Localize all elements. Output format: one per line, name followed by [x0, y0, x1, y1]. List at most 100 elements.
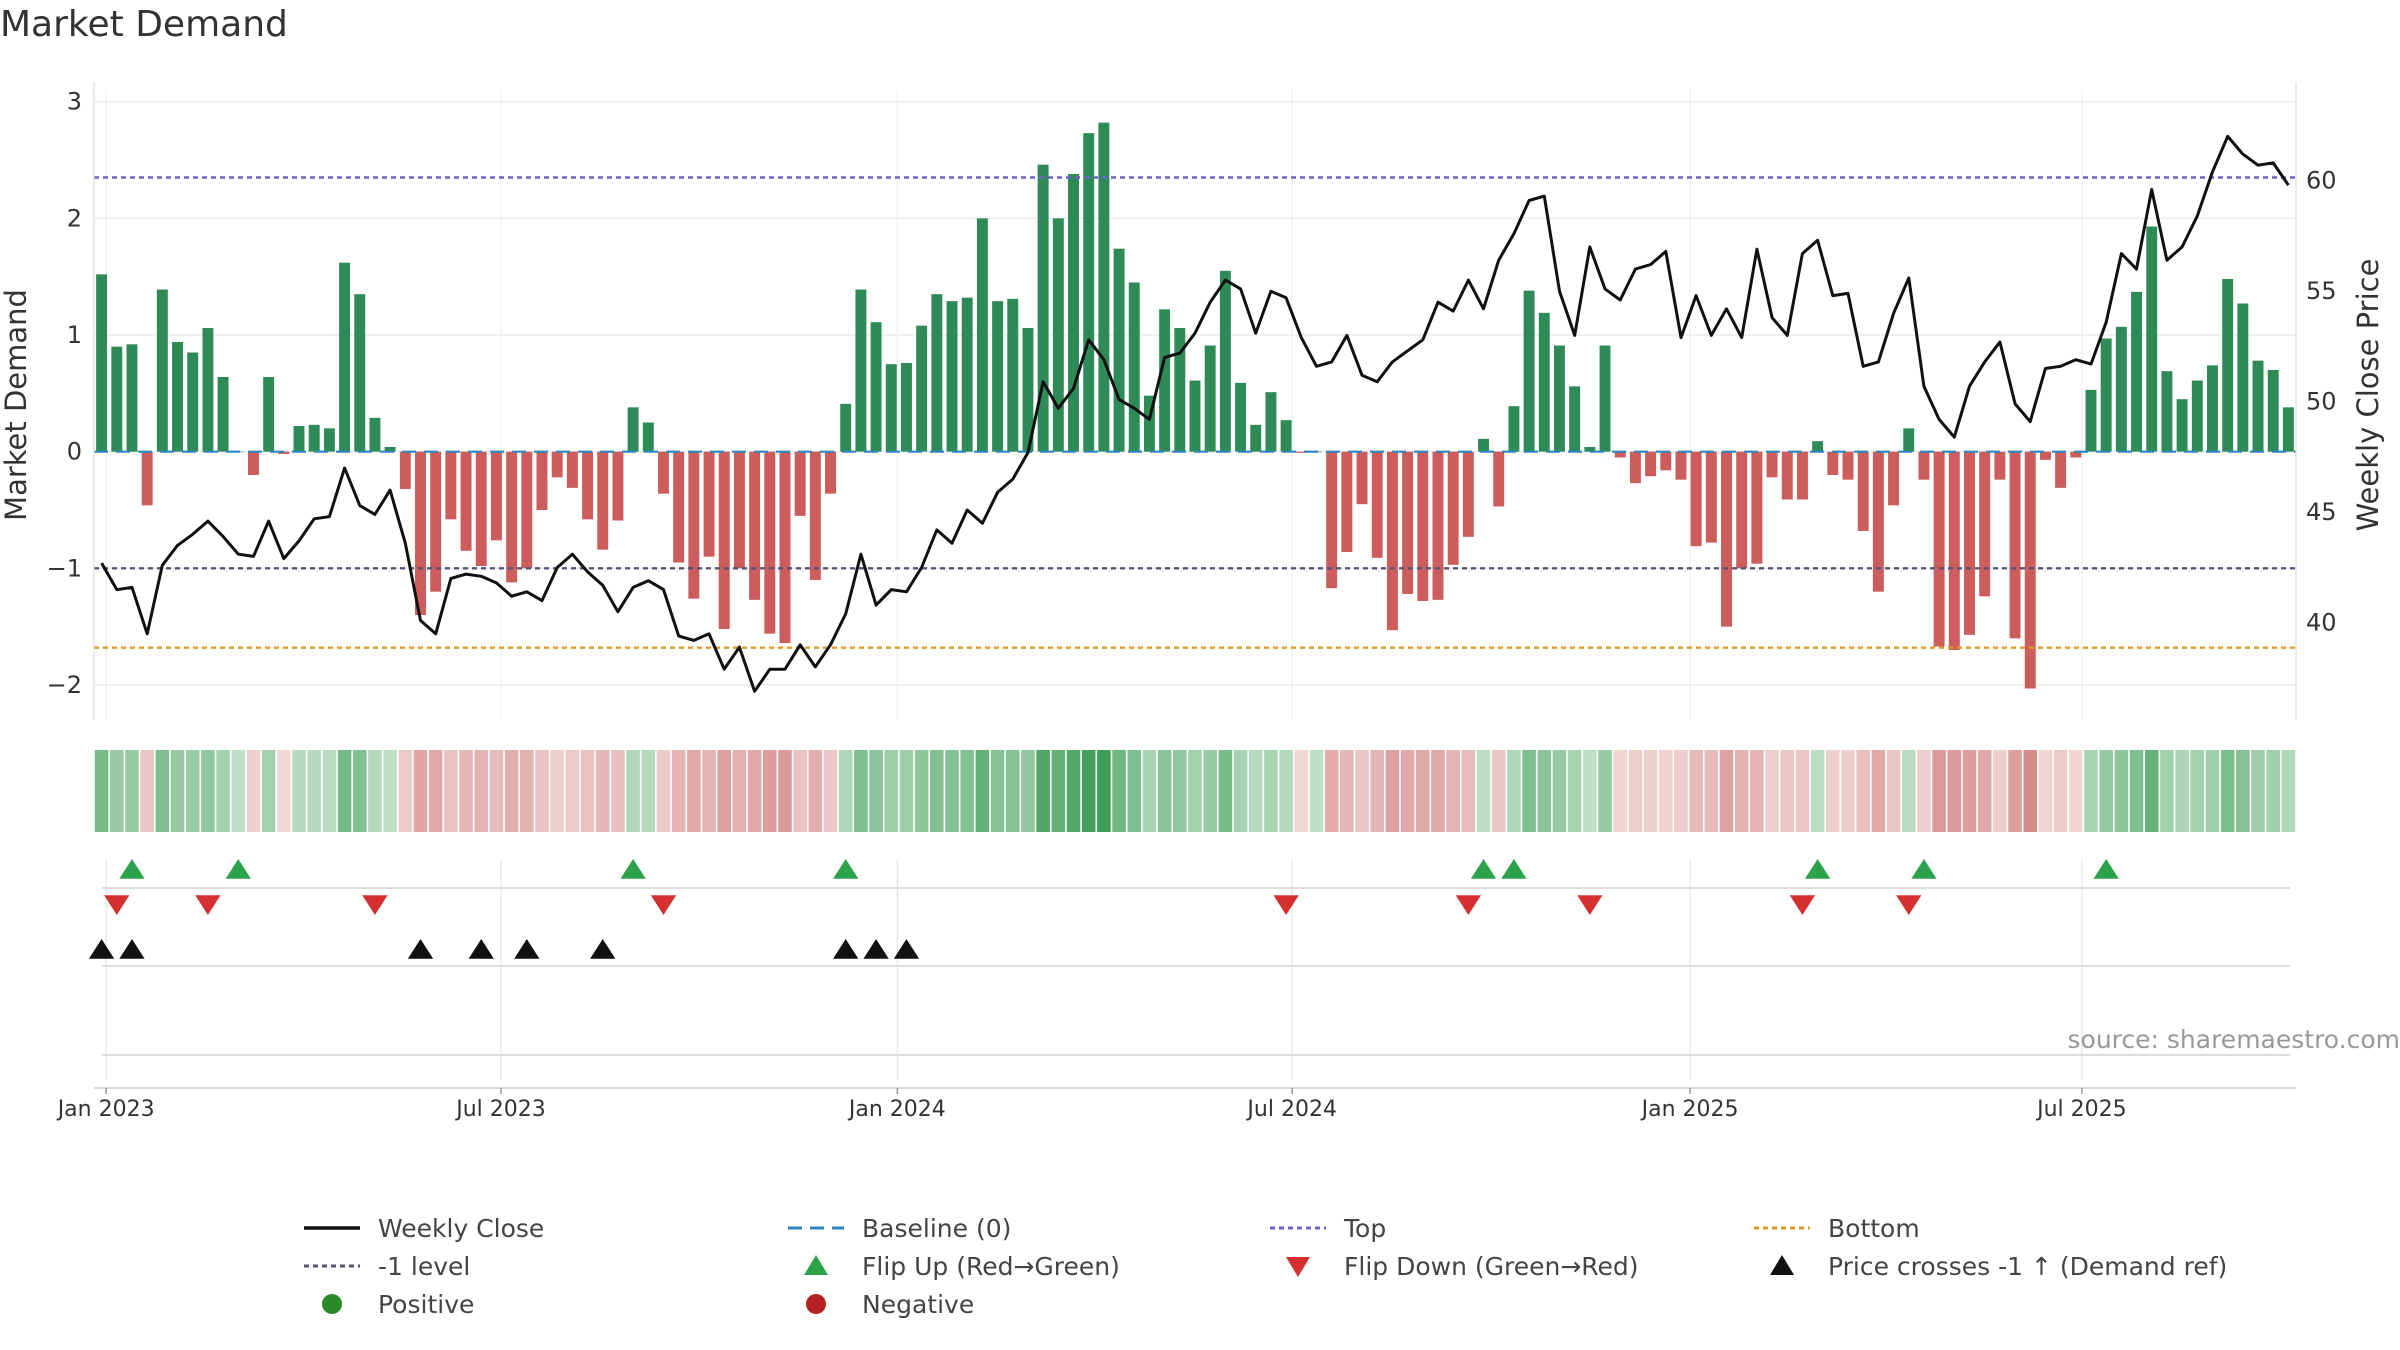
heat-cell — [1841, 750, 1855, 832]
demand-bar — [1645, 451, 1657, 477]
demand-bar — [1842, 451, 1854, 480]
price-line — [100, 134, 2290, 693]
demand-bar — [688, 451, 700, 599]
legend-label: Bottom — [1828, 1213, 1920, 1243]
heat-cell — [368, 750, 382, 832]
demand-bar — [855, 289, 867, 452]
demand-bar — [2176, 399, 2188, 452]
flip-up-marker — [2093, 859, 2119, 879]
heat-cell — [1932, 750, 1946, 832]
legend-label: Price crosses -1 ↑ (Demand ref) — [1828, 1251, 2228, 1281]
demand-bar — [1417, 451, 1429, 601]
demand-bar — [1189, 380, 1201, 452]
demand-bar — [1280, 420, 1292, 452]
heat-cell — [2008, 750, 2022, 832]
demand-bar — [1660, 451, 1672, 471]
heat-cell — [1795, 750, 1810, 832]
event-markers — [88, 859, 2290, 1056]
demand-bar — [2115, 326, 2127, 452]
heat-cell — [1400, 750, 1415, 832]
demand-bar — [141, 451, 153, 506]
demand-bar — [1584, 447, 1596, 452]
heat-cell — [2175, 750, 2189, 832]
heat-cell — [2084, 750, 2098, 832]
demand-bar — [1812, 441, 1824, 452]
heat-cell — [702, 750, 716, 832]
heat-cell — [337, 750, 352, 832]
demand-bar — [339, 262, 351, 452]
demand-bar — [1326, 451, 1338, 589]
heat-cell — [1142, 750, 1157, 832]
tri-up-icon — [784, 1248, 848, 1284]
heat-cell — [94, 750, 109, 832]
legend-item: Flip Up (Red→Green) — [784, 1248, 1120, 1284]
price-cross-marker — [893, 939, 920, 959]
demand-bar — [247, 451, 259, 475]
price-cross-marker — [88, 939, 115, 959]
heat-cell — [1962, 750, 1977, 832]
demand-bar — [278, 451, 290, 454]
demand-bar — [156, 289, 168, 452]
heat-cell — [1598, 750, 1612, 832]
flip-down-marker — [1273, 895, 1299, 915]
demand-bar — [992, 301, 1004, 452]
heat-cell — [1476, 750, 1491, 832]
heat-cell — [595, 750, 610, 832]
heat-cell — [444, 750, 458, 832]
legend-item: Top — [1266, 1210, 1386, 1246]
demand-bar — [354, 294, 366, 452]
axes: −2 −1 0 1 2 3 40 45 50 55 60 Market Demand Weekly Cl… — [0, 82, 2385, 720]
legend-label: Flip Up (Red→Green) — [862, 1251, 1120, 1281]
y-tick-label: −2 — [47, 671, 82, 699]
heat-cell — [990, 750, 1005, 832]
demand-bar — [1402, 451, 1414, 594]
heat-cell — [1188, 750, 1202, 832]
demand-bar — [1979, 451, 1991, 597]
heat-cell — [2053, 750, 2068, 832]
demand-bar — [1629, 451, 1641, 484]
heat-cell — [1901, 750, 1916, 832]
demand-bar — [126, 344, 138, 452]
demand-bar — [2252, 360, 2264, 452]
flip-up-marker — [1470, 859, 1497, 879]
heat-cell — [884, 750, 899, 832]
heat-cell — [1643, 750, 1658, 832]
demand-bar — [1781, 451, 1793, 500]
demand-bar — [1265, 392, 1277, 452]
heat-cell — [474, 750, 489, 832]
demand-bar — [1599, 345, 1611, 452]
demand-bar — [2222, 279, 2234, 452]
demand-bar — [1204, 345, 1216, 452]
demand-bar — [308, 424, 320, 452]
demand-bar — [384, 447, 396, 452]
line-dot-icon — [300, 1248, 364, 1284]
heat-cell — [1416, 750, 1430, 832]
demand-bar — [1523, 290, 1535, 452]
demand-bar — [1386, 451, 1398, 631]
heat-cell — [611, 750, 625, 832]
heat-cell — [322, 750, 337, 832]
demand-bar — [202, 328, 214, 452]
demand-bar — [1356, 451, 1368, 505]
flip-down-marker — [195, 895, 221, 915]
demand-bar — [612, 451, 624, 521]
demand-bar — [1964, 451, 1975, 635]
demand-bar — [172, 342, 183, 452]
heat-cell — [2144, 750, 2159, 832]
heat-cell — [2205, 750, 2220, 832]
heat-cell — [914, 750, 929, 832]
legend-label: Negative — [862, 1289, 975, 1319]
flip-up-marker — [119, 859, 145, 879]
flip-down-marker — [650, 895, 677, 915]
demand-bar — [2100, 338, 2112, 452]
flip-up-marker — [833, 859, 859, 879]
demand-bar — [642, 422, 654, 452]
demand-bar — [1159, 309, 1171, 452]
demand-bar — [1432, 451, 1444, 600]
heat-cell — [1173, 750, 1187, 832]
heat-cell — [1066, 750, 1081, 832]
heat-cell — [641, 750, 656, 832]
heat-cell — [489, 750, 504, 832]
demand-bar — [1994, 451, 2006, 480]
